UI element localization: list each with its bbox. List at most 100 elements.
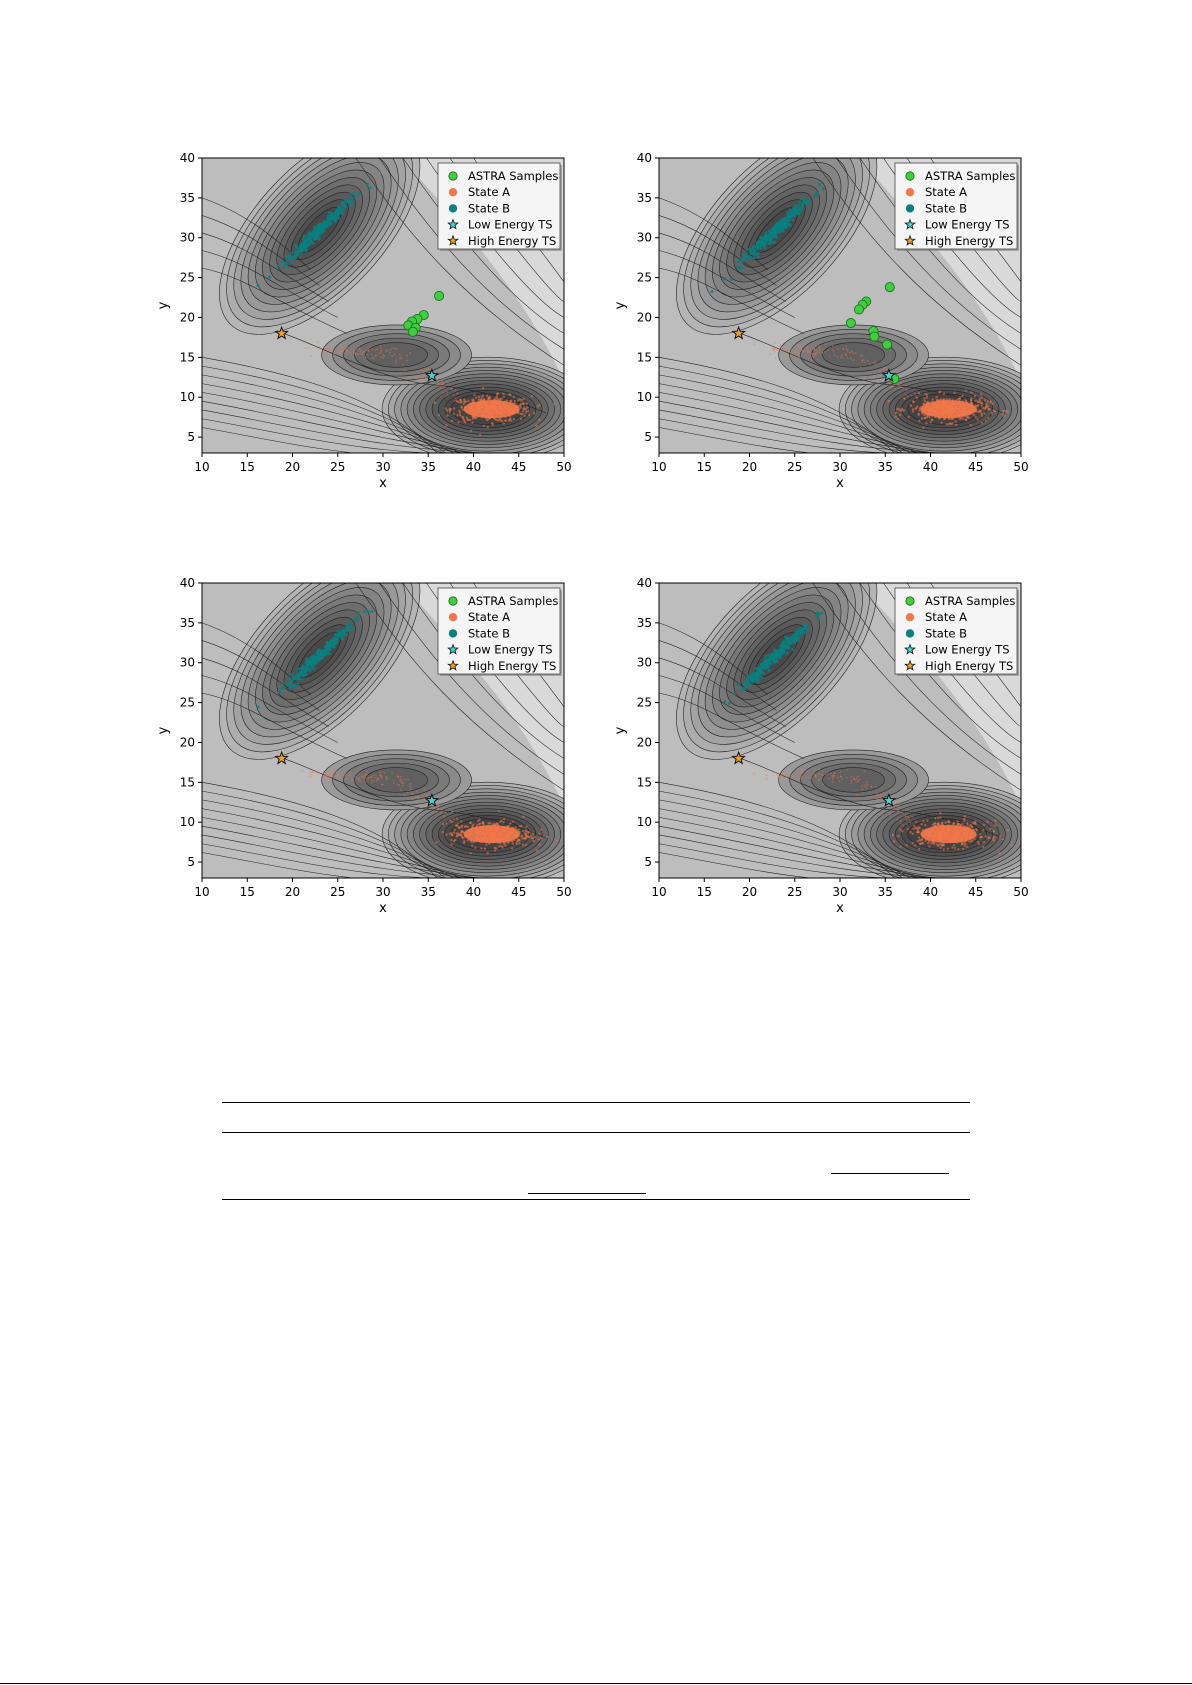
legend-marker — [448, 629, 458, 638]
state-a-cloud — [301, 766, 559, 855]
x-tick-label: 45 — [511, 460, 526, 474]
y-axis-label: y — [613, 301, 628, 309]
y-axis-label: y — [156, 726, 171, 734]
low-energy-ts-marker — [881, 793, 897, 807]
y-axis-label: y — [613, 726, 628, 734]
legend-marker — [904, 218, 916, 230]
y-axis-label: y — [156, 301, 171, 309]
table-underline-right — [831, 1173, 949, 1174]
low-energy-ts-marker — [424, 368, 440, 382]
table-top-rule — [222, 1102, 970, 1103]
legend-marker — [448, 613, 458, 622]
y-tick-label: 30 — [637, 656, 652, 670]
legend-marker — [447, 643, 459, 655]
legend-entry-label: State A — [925, 610, 967, 624]
x-tick-label: 45 — [968, 460, 983, 474]
legend-entry-label: State B — [925, 626, 967, 640]
legend-entry-label: Low Energy TS — [468, 218, 553, 232]
x-tick-label: 15 — [697, 460, 712, 474]
legend-marker — [905, 188, 915, 197]
low-energy-ts-series — [424, 793, 440, 807]
legend-entry-label: ASTRA Samples — [468, 169, 558, 183]
x-tick-label: 40 — [923, 460, 938, 474]
legend-marker — [905, 629, 915, 638]
legend-entry-label: State A — [468, 610, 510, 624]
x-tick-label: 25 — [330, 460, 345, 474]
x-tick-label: 30 — [375, 885, 390, 899]
x-tick-label: 25 — [787, 460, 802, 474]
astra-sample-point — [407, 326, 418, 337]
legend-entry-label: Low Energy TS — [468, 643, 553, 657]
legend-marker — [904, 659, 916, 671]
legend-entry-label: High Energy TS — [925, 659, 1013, 673]
legend-entry-label: State B — [468, 626, 510, 640]
high-energy-ts-series — [731, 750, 746, 765]
y-tick-label: 30 — [180, 231, 195, 245]
high-energy-ts-marker — [731, 325, 746, 340]
legend-marker — [448, 188, 458, 197]
x-tick-label: 35 — [421, 460, 436, 474]
high-energy-ts-series — [274, 325, 289, 340]
chart-svg: 10 15 20 25 30 35 40 45 50 5 10 15 20 25 30 35 40 x y ASTRA… — [156, 151, 572, 490]
legend-entry-label: High Energy TS — [925, 234, 1013, 248]
legend-entry-label: ASTRA Samples — [925, 594, 1015, 608]
astra-sample-point — [869, 331, 880, 342]
high-energy-ts-marker — [274, 750, 289, 765]
y-tick-label: 15 — [180, 775, 195, 789]
legend-entry-label: State B — [468, 201, 510, 215]
chart-panel-top-right: 10 15 20 25 30 35 40 45 50 5 10 15 20 25 30 35 40 x y ASTRA… — [612, 140, 1032, 490]
x-tick-label: 35 — [878, 460, 893, 474]
y-tick-label: 30 — [180, 656, 195, 670]
chart-svg: 10 15 20 25 30 35 40 45 50 5 10 15 20 25 30 35 40 x y ASTRA… — [613, 151, 1029, 490]
x-tick-label: 20 — [285, 885, 300, 899]
y-tick-label: 20 — [180, 310, 195, 324]
y-tick-label: 10 — [637, 390, 652, 404]
astra-sample-point — [884, 282, 895, 293]
state-b-cloud — [256, 182, 372, 287]
x-tick-label: 50 — [1013, 885, 1028, 899]
legend-marker — [448, 171, 458, 181]
y-tick-label: 25 — [637, 271, 652, 285]
state-a-cloud — [304, 341, 556, 436]
y-tick-label: 40 — [637, 151, 652, 165]
y-tick-label: 40 — [637, 576, 652, 590]
legend: ASTRA Samples State A State B Low Energy TS… — [437, 587, 562, 676]
y-tick-label: 40 — [180, 576, 195, 590]
x-tick-label: 45 — [968, 885, 983, 899]
high-energy-ts-marker — [274, 325, 289, 340]
x-tick-label: 25 — [330, 885, 345, 899]
state-b-cloud — [723, 611, 824, 705]
x-tick-label: 10 — [194, 885, 209, 899]
x-tick-label: 35 — [878, 885, 893, 899]
x-tick-label: 20 — [742, 885, 757, 899]
state-b-cloud — [256, 609, 374, 709]
legend: ASTRA Samples State A State B Low Energy TS… — [894, 587, 1019, 676]
legend-marker — [447, 659, 459, 671]
y-tick-label: 5 — [644, 430, 652, 444]
legend: ASTRA Samples State A State B Low Energy TS… — [894, 162, 1019, 251]
legend-marker — [904, 234, 916, 246]
y-tick-label: 25 — [180, 696, 195, 710]
legend-entry-label: ASTRA Samples — [925, 169, 1015, 183]
state-b-cloud — [710, 182, 825, 294]
y-tick-label: 5 — [644, 855, 652, 869]
y-tick-label: 25 — [180, 271, 195, 285]
x-tick-label: 30 — [832, 885, 847, 899]
page-footer-rule — [0, 1683, 1192, 1684]
chart-svg: 10 15 20 25 30 35 40 45 50 5 10 15 20 25 30 35 40 x y ASTRA… — [156, 576, 572, 915]
legend-entry-label: State B — [925, 201, 967, 215]
x-tick-label: 10 — [651, 885, 666, 899]
y-tick-label: 5 — [187, 430, 195, 444]
legend-entry-label: Low Energy TS — [925, 643, 1010, 657]
y-tick-label: 35 — [180, 191, 195, 205]
legend-marker — [905, 596, 915, 606]
chart-panel-bottom-right: 10 15 20 25 30 35 40 45 50 5 10 15 20 25 30 35 40 x y ASTRA… — [612, 565, 1032, 915]
astra-sample-point — [854, 304, 865, 315]
y-tick-label: 15 — [637, 350, 652, 364]
high-energy-ts-series — [274, 750, 289, 765]
legend-marker — [905, 171, 915, 181]
x-tick-label: 35 — [421, 885, 436, 899]
legend-marker — [448, 596, 458, 606]
low-energy-ts-series — [424, 368, 440, 382]
y-tick-label: 35 — [637, 616, 652, 630]
